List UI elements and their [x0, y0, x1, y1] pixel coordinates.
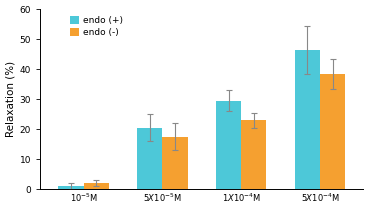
Bar	[137, 128, 162, 189]
Bar	[162, 137, 188, 189]
Bar	[320, 74, 345, 189]
Legend: endo (+), endo (-): endo (+), endo (-)	[68, 14, 125, 39]
Bar	[84, 183, 109, 189]
Y-axis label: Relaxation (%): Relaxation (%)	[6, 61, 15, 137]
Bar	[216, 101, 241, 189]
Bar	[295, 50, 320, 189]
Bar	[58, 186, 84, 189]
Bar	[241, 120, 266, 189]
